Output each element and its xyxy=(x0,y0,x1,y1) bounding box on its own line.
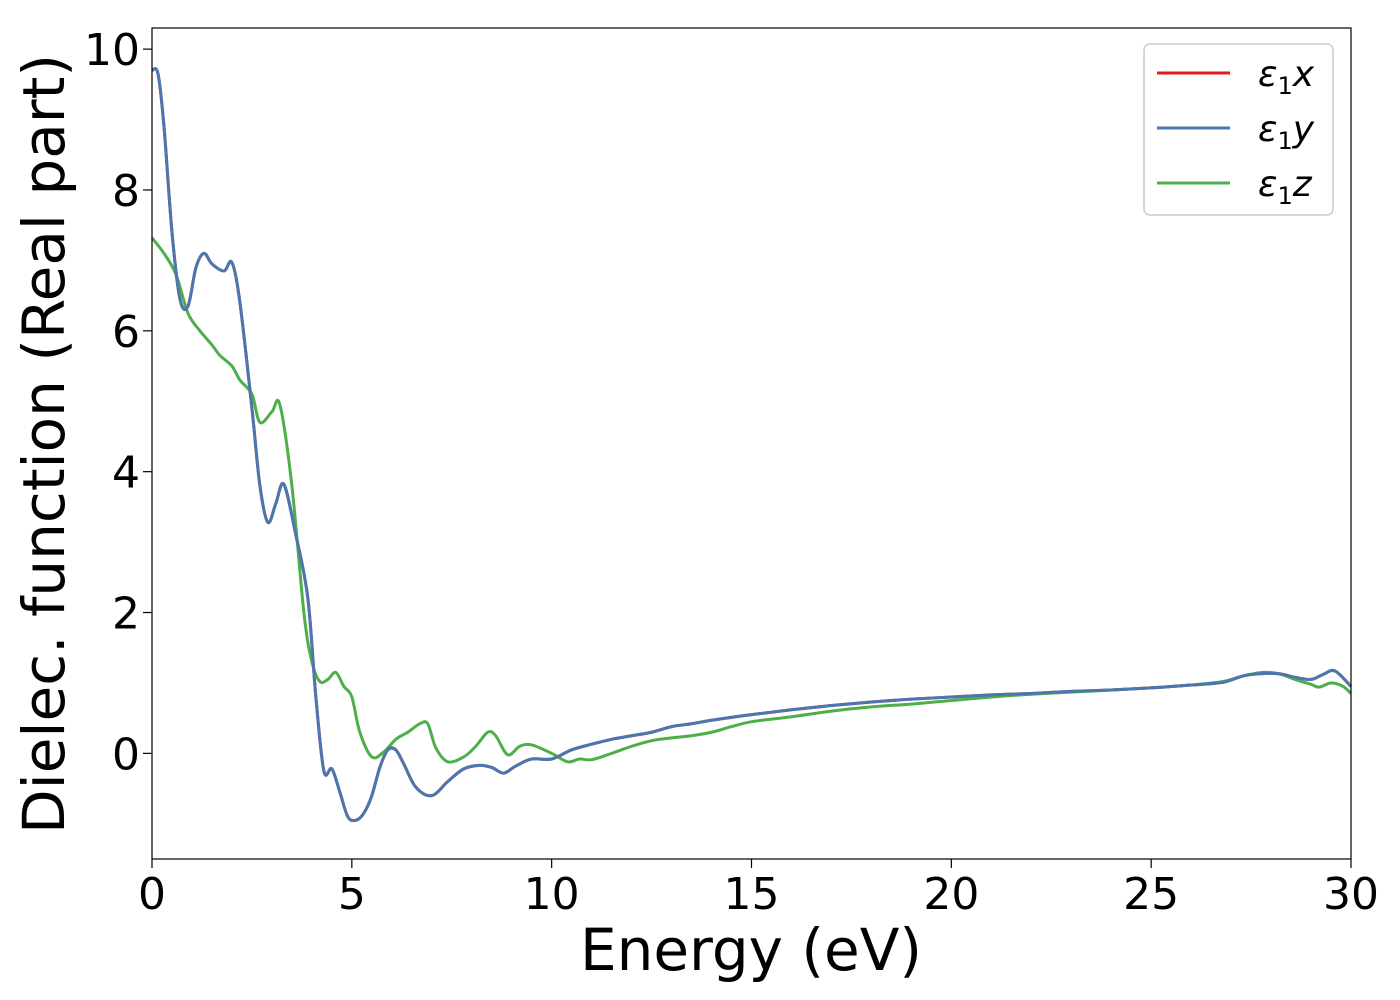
series-line-y xyxy=(150,67,1353,823)
x-axis-title: Energy (eV) xyxy=(580,916,922,984)
x-tick-label: 25 xyxy=(1123,869,1179,920)
legend-label-y: ε1y xyxy=(1258,109,1315,155)
x-tick-label: 0 xyxy=(138,869,166,920)
legend-label-z: ε1z xyxy=(1258,164,1313,210)
legend: ε1x ε1y ε1z xyxy=(1143,43,1334,216)
series-layer xyxy=(150,67,1353,823)
x-tick-label: 30 xyxy=(1323,869,1379,920)
y-tick-label: 10 xyxy=(84,25,140,76)
y-axis: 0 2 4 6 8 10 xyxy=(84,25,152,780)
legend-label-x: ε1x xyxy=(1258,54,1315,100)
y-tick-label: 2 xyxy=(112,589,140,640)
y-tick-label: 0 xyxy=(112,729,140,780)
x-axis: 0 5 10 15 20 25 30 xyxy=(138,859,1379,920)
x-tick-label: 15 xyxy=(724,869,780,920)
x-tick-label: 20 xyxy=(923,869,979,920)
x-tick-label: 10 xyxy=(524,869,580,920)
y-tick-label: 6 xyxy=(112,307,140,358)
y-tick-label: 4 xyxy=(112,448,140,499)
legend-box xyxy=(1143,43,1334,216)
x-tick-label: 5 xyxy=(338,869,366,920)
y-tick-label: 8 xyxy=(112,166,140,217)
y-axis-title: Dielec. function (Real part) xyxy=(10,54,78,834)
